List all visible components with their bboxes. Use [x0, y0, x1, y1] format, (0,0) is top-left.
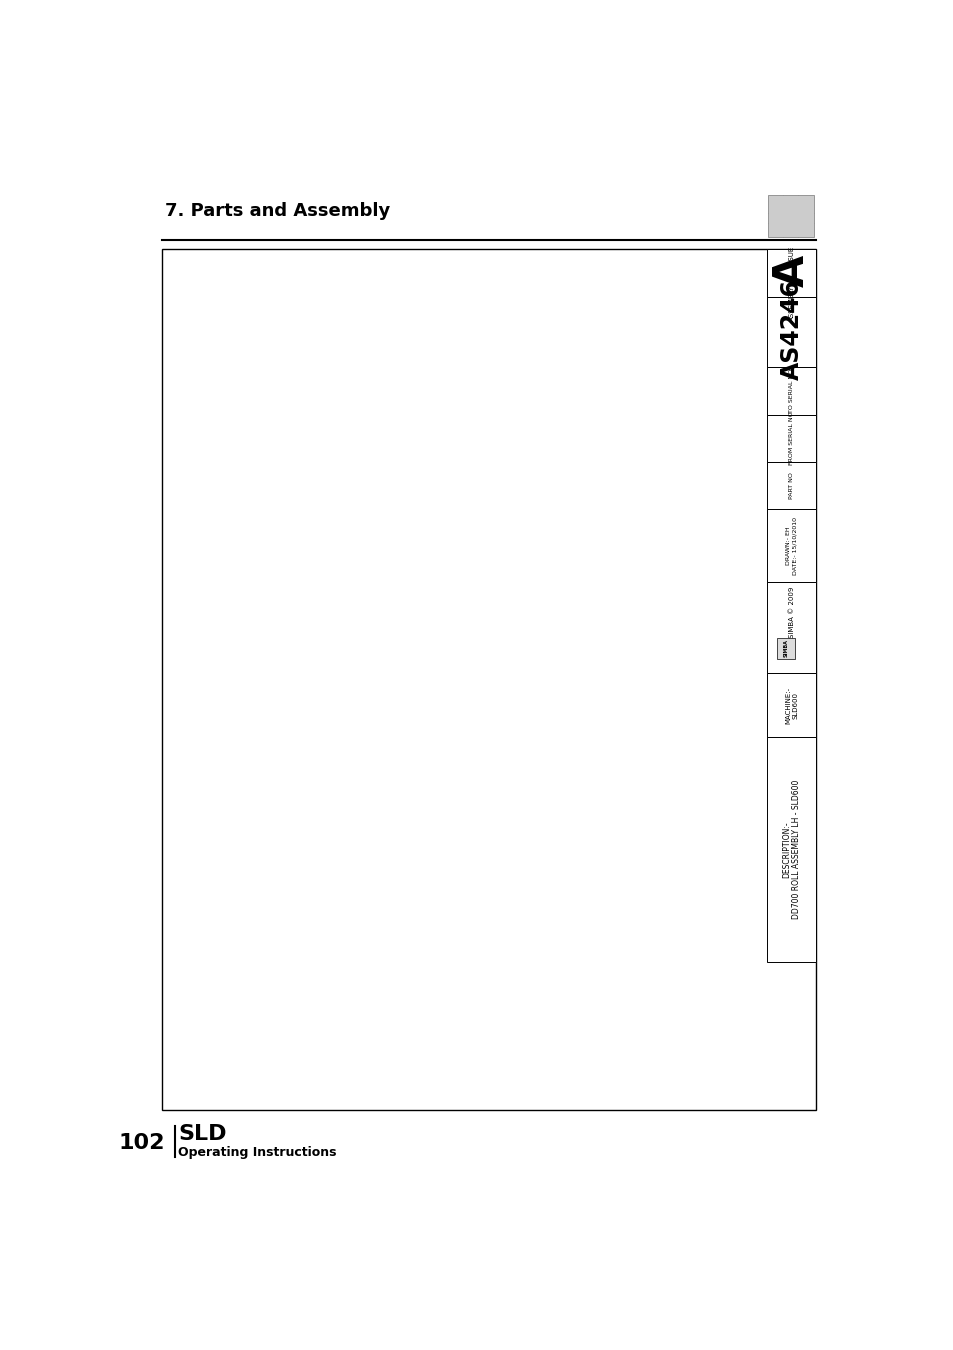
Text: ASSEMBLY: ASSEMBLY — [788, 285, 794, 321]
Bar — [162, 250, 816, 1110]
Text: 102: 102 — [118, 1133, 165, 1153]
Text: TO SERIAL NO: TO SERIAL NO — [788, 369, 793, 413]
Bar — [766, 582, 816, 672]
Text: Great Plains: Great Plains — [779, 224, 802, 228]
Text: SIMBA: SIMBA — [782, 640, 787, 657]
Text: Operating Instructions: Operating Instructions — [178, 1146, 336, 1160]
Bar — [766, 414, 816, 462]
Text: DRAWN:- EH
DATE:- 15/10/2010: DRAWN:- EH DATE:- 15/10/2010 — [785, 517, 797, 575]
Text: SIMBA: SIMBA — [781, 208, 801, 213]
Bar — [766, 297, 816, 367]
Text: DESCRIPTION:-
DD700 ROLL ASSEMBLY LH - SLD600: DESCRIPTION:- DD700 ROLL ASSEMBLY LH - S… — [781, 780, 801, 919]
Text: FROM SERIAL NO: FROM SERIAL NO — [788, 412, 793, 464]
Bar — [766, 250, 816, 297]
Bar — [766, 367, 816, 414]
Bar — [766, 672, 816, 737]
Text: 7. Parts and Assembly: 7. Parts and Assembly — [165, 202, 390, 220]
Text: SLD: SLD — [178, 1125, 227, 1143]
Bar — [766, 737, 816, 963]
Text: PART NO: PART NO — [788, 472, 793, 499]
Bar — [776, 639, 795, 659]
Bar — [767, 196, 813, 236]
Bar — [766, 462, 816, 509]
Text: ISSUE: ISSUE — [788, 246, 794, 266]
Bar — [766, 509, 816, 582]
Text: AS4246: AS4246 — [779, 279, 802, 381]
Text: SIMBA © 2009: SIMBA © 2009 — [788, 586, 794, 637]
Text: MACHINE:-
SLD600: MACHINE:- SLD600 — [784, 687, 798, 724]
Text: A: A — [770, 255, 812, 288]
